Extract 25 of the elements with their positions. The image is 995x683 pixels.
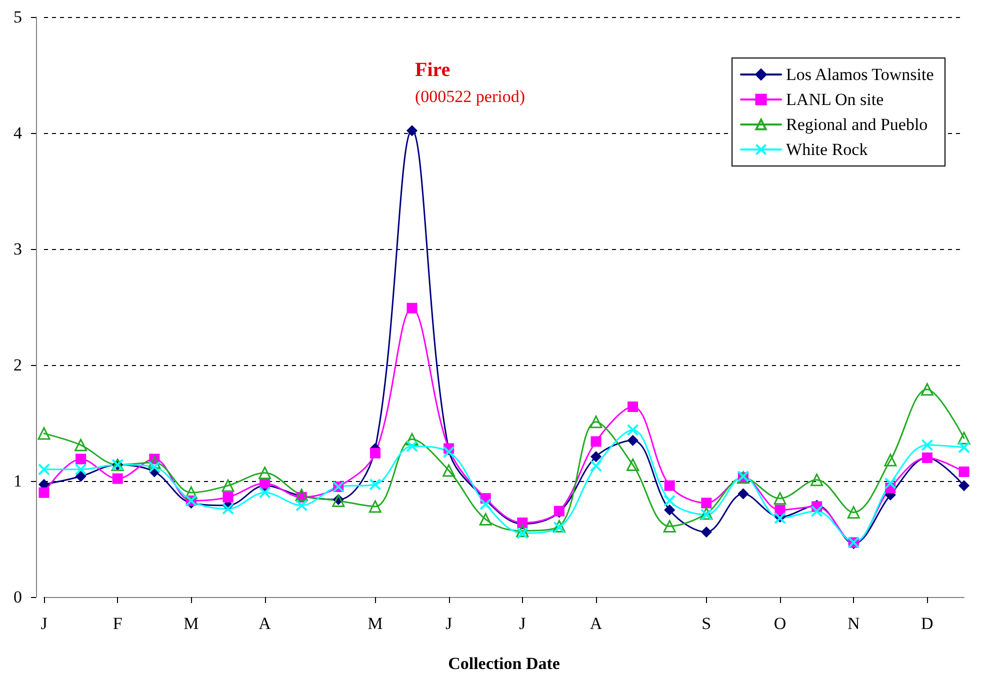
x-tick-label: A <box>590 614 603 633</box>
x-tick-label: J <box>519 614 526 633</box>
y-tick-label: 4 <box>14 124 22 142</box>
y-tick-label: 1 <box>14 472 22 490</box>
legend-label: White Rock <box>786 140 868 159</box>
x-tick-label: S <box>702 614 712 633</box>
x-tick-label: N <box>847 614 860 633</box>
x-tick-label: J <box>40 614 48 633</box>
annotation: (000522 period) <box>415 87 526 106</box>
x-tick-label: D <box>921 614 934 633</box>
x-tick-label: M <box>368 614 383 633</box>
x-tick-label: F <box>112 614 122 633</box>
y-tick-label: 2 <box>14 356 22 374</box>
x-tick-label: A <box>258 614 272 633</box>
legend-label: Regional and Pueblo <box>786 115 928 134</box>
y-tick-label: 0 <box>14 588 22 606</box>
x-axis-title: Collection Date <box>448 654 560 673</box>
legend-label: Los Alamos Townsite <box>786 65 934 84</box>
x-tick-label: J <box>445 614 452 633</box>
x-tick-label: O <box>774 614 786 633</box>
y-tick-label: 3 <box>14 240 22 258</box>
x-tick-label: M <box>184 614 199 633</box>
legend-label: LANL On site <box>786 90 884 109</box>
annotation: Fire <box>415 59 450 81</box>
y-tick-label: 5 <box>14 8 22 26</box>
